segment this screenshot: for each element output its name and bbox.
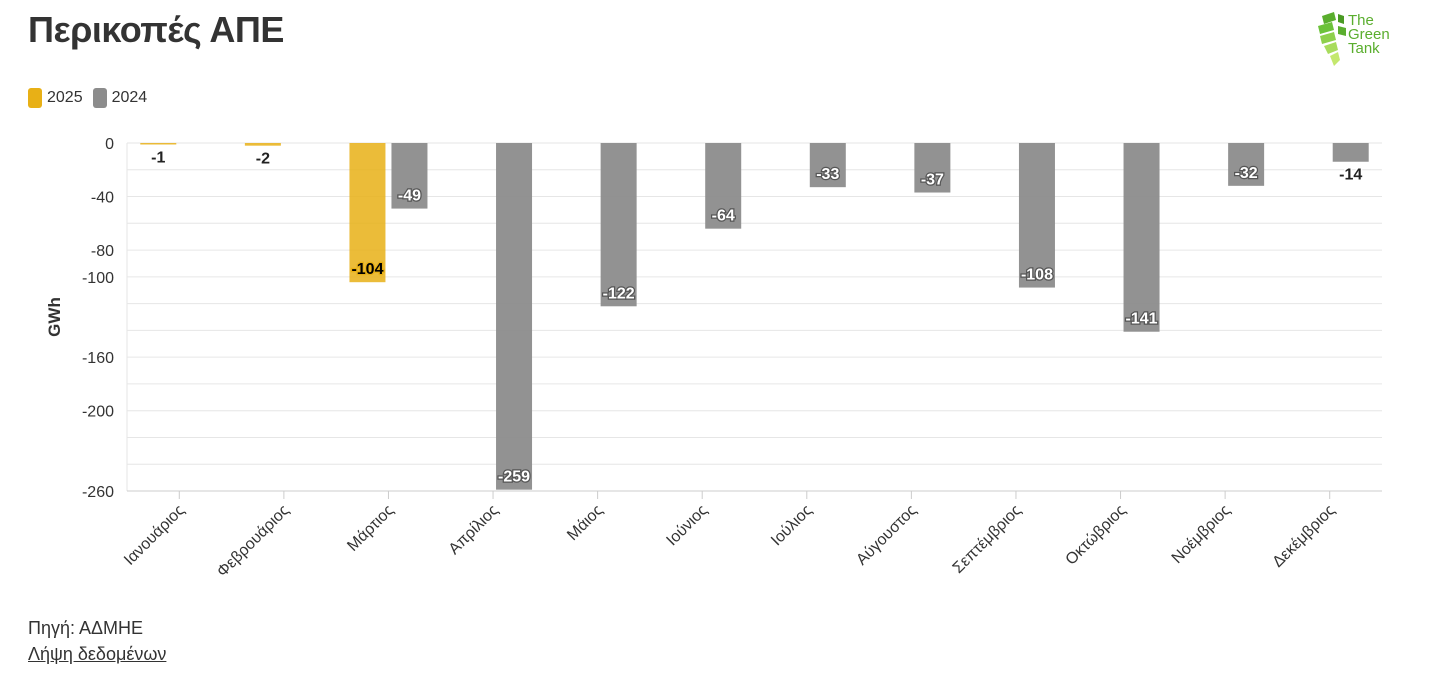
data-label: -37 xyxy=(921,172,944,189)
chart-title: Περικοπές ΑΠΕ xyxy=(28,9,284,50)
y-tick-label: -200 xyxy=(82,404,114,421)
bar-2024 xyxy=(1332,143,1369,162)
data-label: -2 xyxy=(256,151,270,168)
legend-swatch-2025 xyxy=(28,88,42,108)
data-label: -14 xyxy=(1339,167,1362,184)
logo-text-line: Tank xyxy=(1348,40,1380,57)
data-label: -32 xyxy=(1235,165,1258,182)
legend-swatch-2024 xyxy=(92,88,107,108)
chart-legend: 2025 2024 xyxy=(28,88,157,108)
logo-text-line: The xyxy=(1348,12,1374,29)
bar-2025 xyxy=(140,143,177,145)
x-tick-label: Ιούλιος xyxy=(768,502,816,550)
bar-2024 xyxy=(914,143,951,193)
data-label: -64 xyxy=(712,208,735,225)
bar-2024 xyxy=(391,143,428,209)
y-tick-label: -80 xyxy=(91,243,114,260)
data-label: -108 xyxy=(1021,267,1053,284)
y-tick-label: -160 xyxy=(82,350,114,367)
x-tick-label: Σεπτέμβριος xyxy=(950,502,1025,577)
y-tick-label: -40 xyxy=(91,190,114,207)
x-tick-label: Μάιος xyxy=(564,502,606,544)
bar-2024 xyxy=(600,143,637,307)
data-label: -122 xyxy=(603,285,635,302)
bar-2024 xyxy=(1123,143,1160,332)
data-label: -33 xyxy=(816,166,839,183)
x-tick-label: Νοέμβριος xyxy=(1169,502,1234,567)
bar-chart: 0 -40 -80 -100 -160 -200 -260 GWh Ιανουάριος -1 Φε… xyxy=(45,136,1382,581)
bar-2024 xyxy=(809,143,846,188)
data-label: -141 xyxy=(1126,311,1158,328)
logo-text-line: Green xyxy=(1348,26,1390,43)
bar-2025 xyxy=(244,143,281,146)
y-axis-title: GWh xyxy=(45,297,64,337)
legend-label-2025: 2025 xyxy=(47,89,83,106)
data-label: -49 xyxy=(398,188,421,205)
bar-2024 xyxy=(705,143,742,229)
x-tick-label: Ιανουάριος xyxy=(121,502,188,569)
data-label: -1 xyxy=(151,150,165,167)
green-tank-logo xyxy=(1314,8,1404,72)
legend-label-2024: 2024 xyxy=(111,89,148,106)
x-tick-label: Απρίλιος xyxy=(446,502,502,558)
legend-item-2025[interactable]: 2025 xyxy=(28,88,83,108)
y-tick-label: -100 xyxy=(82,270,114,287)
bar-2025 xyxy=(349,143,386,283)
x-tick-label: Ιούνιος xyxy=(663,502,711,550)
data-label: -259 xyxy=(498,469,530,486)
logo-text: The Green Tank xyxy=(1348,12,1390,57)
x-tick-label: Φεβρουάριος xyxy=(214,502,293,581)
x-tick-label: Αύγουστος xyxy=(853,502,920,569)
x-tick-label: Οκτώβριος xyxy=(1063,502,1130,569)
data-label: -104 xyxy=(351,261,383,278)
y-tick-label: -260 xyxy=(82,484,114,501)
bar-2024 xyxy=(1018,143,1055,288)
logo-leaf-icon xyxy=(1318,12,1346,66)
download-data-link[interactable]: Λήψη δεδομένων xyxy=(28,644,167,664)
x-tick-label: Δεκέμβριος xyxy=(1269,502,1338,571)
bar-2024 xyxy=(496,143,533,490)
source-note: Πηγή: ΑΔΜΗΕ xyxy=(28,618,144,638)
bar-2024 xyxy=(1228,143,1265,186)
x-tick-label: Μάρτιος xyxy=(344,502,397,555)
y-tick-label: 0 xyxy=(105,136,114,153)
legend-item-2024[interactable]: 2024 xyxy=(92,88,148,108)
